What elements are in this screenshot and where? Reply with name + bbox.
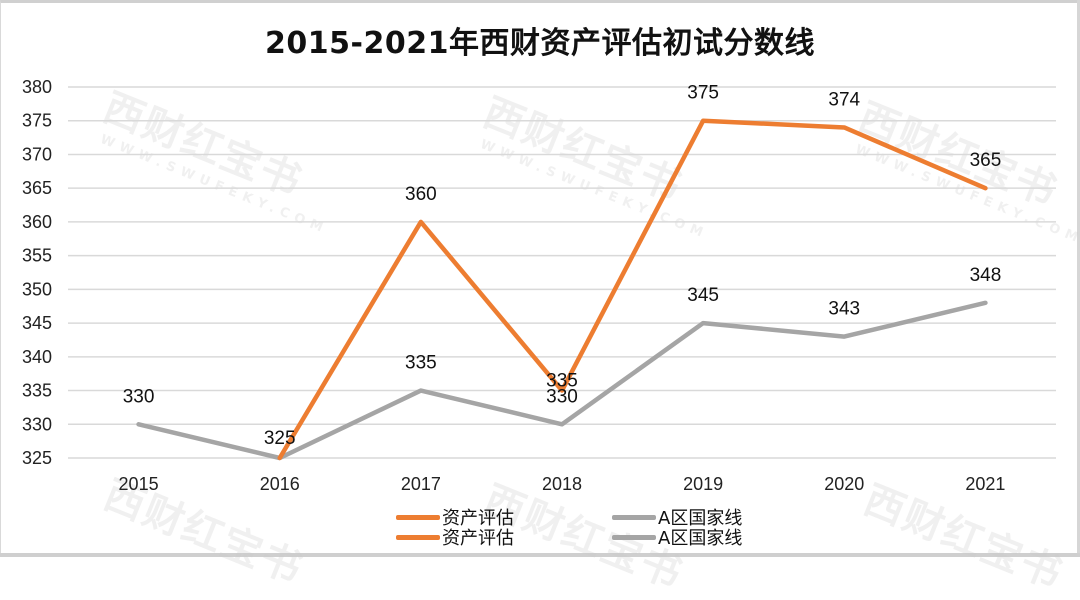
data-label: 365	[970, 150, 1002, 171]
data-label: 345	[687, 285, 719, 306]
y-tick-label: 365	[22, 178, 52, 198]
series-line-asset-valuation	[277, 118, 988, 461]
x-tick-label: 2015	[119, 474, 159, 494]
legend-item-asset-valuation: 资产评估	[396, 504, 514, 530]
y-tick-label: 375	[22, 111, 52, 131]
y-axis: 380 375 370 365 360 355 350 345 340 335 330 325	[22, 77, 52, 468]
data-label: 335	[405, 353, 437, 374]
frame-border-bottom	[0, 553, 1080, 557]
y-tick-label: 345	[22, 313, 52, 333]
x-axis: 2015 2016 2017 2018 2019 2020 2021	[119, 474, 1006, 494]
data-label: 325	[264, 428, 296, 449]
y-tick-label: 330	[22, 414, 52, 434]
series-lines	[136, 118, 988, 461]
y-tick-label: 355	[22, 246, 52, 266]
frame-border-right	[1077, 0, 1080, 557]
data-label: 343	[828, 299, 860, 320]
y-tick-label: 370	[22, 144, 52, 164]
x-tick-label: 2020	[824, 474, 864, 494]
y-tick-label: 335	[22, 381, 52, 401]
legend-line-orange-icon	[396, 534, 440, 540]
data-label: 360	[405, 184, 437, 205]
data-label: 374	[828, 89, 860, 110]
x-tick-label: 2019	[683, 474, 723, 494]
y-tick-label: 340	[22, 347, 52, 367]
data-label: 335	[546, 371, 578, 392]
x-tick-label: 2017	[401, 474, 441, 494]
legend-line-orange-icon	[396, 514, 440, 520]
y-tick-label: 380	[22, 77, 52, 97]
data-label: 348	[970, 265, 1002, 286]
data-label: 330	[123, 386, 155, 407]
data-label: 330	[546, 386, 578, 407]
y-tick-label: 325	[22, 448, 52, 468]
legend-line-gray-icon	[612, 534, 656, 540]
legend-line-gray-icon	[612, 514, 656, 520]
legend-item-national-line-a: A区国家线	[612, 504, 742, 530]
y-tick-label: 350	[22, 279, 52, 299]
data-label: 375	[687, 83, 719, 104]
x-tick-label: 2018	[542, 474, 582, 494]
legend: 资产评估 A区国家线 资产评估 A区国家线	[0, 500, 1080, 550]
y-tick-label: 360	[22, 212, 52, 232]
chart-title: 2015-2021年西财资产评估初试分数线	[265, 26, 815, 61]
x-tick-label: 2016	[260, 474, 300, 494]
legend-item-asset-valuation: 资产评估	[396, 524, 514, 550]
x-tick-label: 2021	[965, 474, 1005, 494]
chart-frame	[0, 0, 1078, 555]
legend-item-national-line-a: A区国家线	[612, 524, 742, 550]
